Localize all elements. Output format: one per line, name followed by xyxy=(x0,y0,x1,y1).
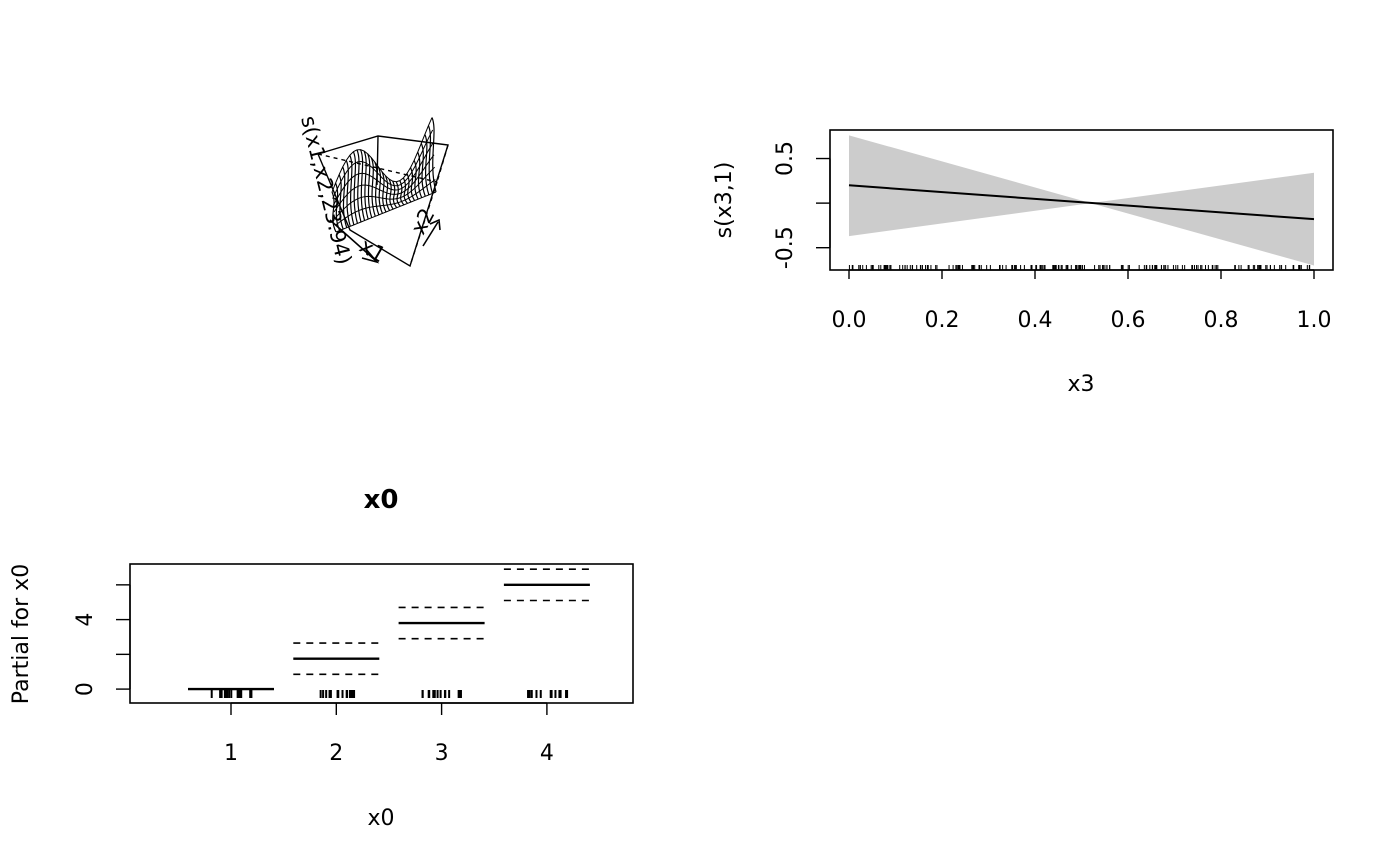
y-tick-label: 0 xyxy=(73,682,98,696)
surface-mesh-line xyxy=(388,178,394,210)
box-hidden-edge-right xyxy=(436,144,449,183)
surface-mesh-line xyxy=(427,125,434,194)
surface-mesh-contour xyxy=(335,179,436,226)
surface-mesh-line xyxy=(349,154,355,226)
confidence-band xyxy=(849,135,1314,266)
box-back-edge xyxy=(376,135,379,186)
x-tick-label: 4 xyxy=(540,741,554,766)
surface-mesh-line xyxy=(431,117,437,193)
x1-arrow xyxy=(329,219,376,261)
surface-mesh-line xyxy=(420,143,426,197)
surface-mesh-line xyxy=(424,134,430,196)
x-tick-label: 2 xyxy=(329,741,343,766)
y-axis: -0.5 0.5 xyxy=(773,141,831,269)
y-axis: 04 xyxy=(73,584,131,696)
x1-arrow-head xyxy=(361,247,380,264)
surface-mesh-contour xyxy=(333,154,435,213)
surface-mesh-line xyxy=(392,180,398,209)
surface-mesh-line xyxy=(331,191,337,233)
surface-mesh-line xyxy=(352,151,359,224)
x-axis: 0.0 0.2 0.4 0.6 0.8 1.0 xyxy=(832,269,1332,333)
surface-mesh-line xyxy=(335,182,341,231)
surface-mesh-contour xyxy=(331,117,433,193)
x2-arrow-head xyxy=(429,218,441,231)
y-tick-label: -0.5 xyxy=(773,226,798,269)
surface-mesh-line xyxy=(360,149,366,221)
x-tick-label: 1 xyxy=(224,741,238,766)
x-axis: 1 2 3 4 xyxy=(224,702,554,766)
surface-mesh xyxy=(331,117,437,233)
surface-mesh-line xyxy=(395,181,401,207)
surface-panel: s(x1,x2,23.94) x1 x2 xyxy=(296,113,449,268)
surface-box xyxy=(317,135,449,268)
surface-mesh-line xyxy=(413,160,419,200)
partial-marks xyxy=(188,568,590,698)
x-tick-label: 0.0 xyxy=(832,308,867,333)
surface-y-label: x2 xyxy=(406,204,439,238)
surface-x-label: x1 xyxy=(356,234,390,268)
surface-mesh-contour xyxy=(332,142,434,206)
x-tick-label: 0.6 xyxy=(1111,308,1146,333)
surface-mesh-line xyxy=(377,166,383,214)
y-tick-label: 4 xyxy=(73,613,98,627)
x-tick-label: 3 xyxy=(435,741,449,766)
surface-mesh-contour xyxy=(332,129,434,199)
smooth-panel: 0.0 0.2 0.4 0.6 0.8 1.0 -0.5 0.5 x3 s(x3,1) xyxy=(712,129,1334,397)
surface-mesh-line xyxy=(374,161,380,216)
surface-mesh-line xyxy=(370,157,376,217)
y-axis-title: Partial for x0 xyxy=(9,564,34,704)
surface-mesh-line xyxy=(363,150,369,220)
x-axis-title: x0 xyxy=(367,806,394,831)
surface-mesh-contour xyxy=(335,191,437,233)
surface-mesh-line xyxy=(345,160,351,227)
surface-mesh-line xyxy=(338,174,344,230)
fit-line xyxy=(848,184,1315,221)
surface-mesh-line xyxy=(399,180,405,206)
rug-marks xyxy=(848,265,1311,270)
x-tick-label: 0.8 xyxy=(1204,308,1239,333)
surface-mesh-line xyxy=(356,149,362,223)
surface-arrows xyxy=(329,218,441,264)
x-axis-title: x3 xyxy=(1067,372,1094,397)
x-tick-label: 0.4 xyxy=(1018,308,1053,333)
x-tick-label: 0.2 xyxy=(925,308,960,333)
surface-mesh-contour xyxy=(334,166,436,220)
box-hidden-edge-front xyxy=(409,181,438,267)
surface-mesh-line xyxy=(417,151,423,198)
y-tick-label: 0.5 xyxy=(773,141,798,176)
x2-arrow xyxy=(422,221,439,247)
surface-mesh-line xyxy=(342,166,348,228)
x-tick-label: 1.0 xyxy=(1297,308,1332,333)
y-axis-title: s(x3,1) xyxy=(712,162,737,239)
surface-mesh-line xyxy=(367,153,373,218)
chart-title: x0 xyxy=(364,485,399,515)
